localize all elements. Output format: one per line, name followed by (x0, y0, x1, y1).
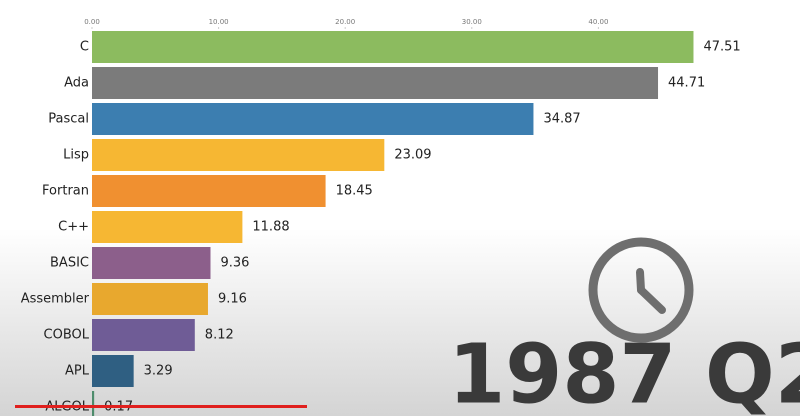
bar (92, 355, 134, 387)
category-label: Fortran (42, 184, 89, 199)
bar (92, 31, 694, 63)
category-label: Pascal (48, 112, 89, 127)
value-label: 8.12 (205, 328, 234, 343)
x-tick-label: 0.00 (84, 18, 100, 26)
value-label: 44.71 (668, 76, 705, 91)
x-tick-label: 10.00 (209, 18, 229, 26)
value-label: 47.51 (703, 40, 740, 55)
bar (92, 139, 385, 171)
x-tick-label: 30.00 (462, 18, 482, 26)
clock-icon (588, 237, 694, 343)
value-label: 3.29 (144, 364, 173, 379)
bar (92, 211, 243, 243)
bar (92, 103, 534, 135)
category-label: APL (65, 364, 90, 379)
category-label: Lisp (63, 148, 89, 163)
category-label: BASIC (50, 256, 89, 271)
x-tick-label: 20.00 (335, 18, 355, 26)
category-label: Ada (64, 76, 89, 91)
bar (92, 67, 659, 99)
bar (92, 283, 208, 315)
progress-bar[interactable] (15, 405, 307, 408)
value-label: 34.87 (543, 112, 580, 127)
value-label: 9.16 (218, 292, 247, 307)
bar (92, 175, 326, 207)
x-tick-label: 40.00 (588, 18, 608, 26)
bar (92, 391, 95, 416)
value-label: 11.88 (252, 220, 289, 235)
bar (92, 247, 211, 279)
value-label: 9.36 (220, 256, 249, 271)
category-label: COBOL (44, 328, 90, 343)
category-label: C++ (58, 220, 89, 235)
bar (92, 319, 195, 351)
category-label: Assembler (21, 292, 90, 307)
category-label: C (80, 40, 89, 55)
period-label: 1987 Q2 (448, 327, 800, 416)
value-label: 23.09 (394, 148, 431, 163)
value-label: 18.45 (336, 184, 373, 199)
